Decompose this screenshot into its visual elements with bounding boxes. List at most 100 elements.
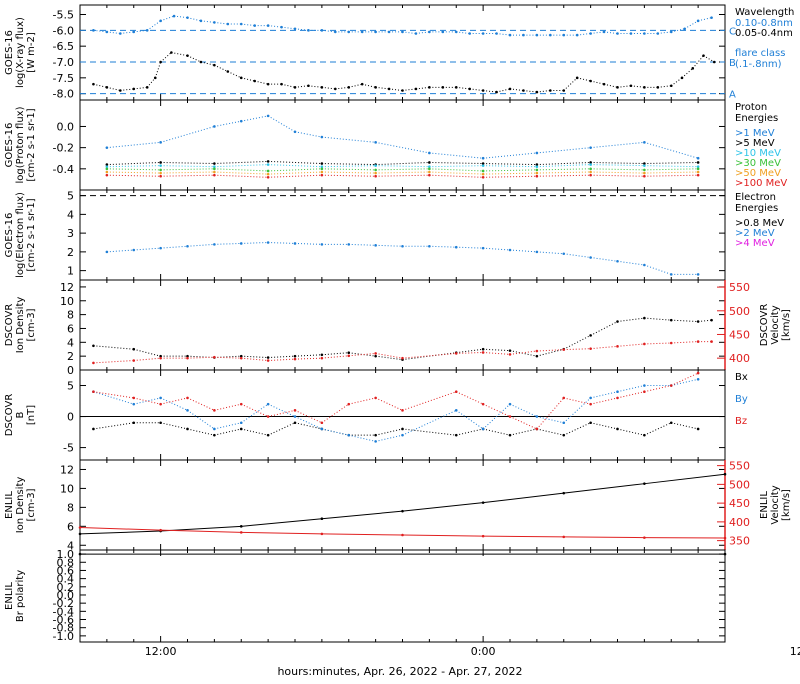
y2-tick-label: 450 [729,497,750,510]
y-tick-label: 8 [67,501,74,514]
y-tick-label: -5.5 [53,9,74,22]
data-point [697,428,700,431]
y-tick-label: -7.5 [53,72,74,85]
data-point [710,340,713,343]
y-tick-label: 1 [67,265,74,278]
y-tick-label: 10 [60,482,74,495]
data-point [724,473,727,476]
y-tick-label: -0.4 [53,163,74,176]
y-axis-label: DSCOVR [4,394,15,437]
y-axis-label: log(Proton flux) [15,106,26,183]
data-point [697,168,700,171]
legend-entry: Bx [735,372,748,383]
legend-title: Electron [735,192,776,203]
y2-axis-label: DSCOVR [759,304,770,347]
y2-tick-label: 550 [729,281,750,294]
x-tick-label: 12:00 [145,645,177,658]
data-point [724,537,727,540]
legend-title: Energies [735,113,778,124]
y2-axis-label: ENLIL [759,491,770,519]
y-tick-label: 2 [67,350,74,363]
y-axis-label: Ion Density [15,477,26,534]
y-axis-label: DSCOVR [4,304,15,347]
y-tick-label: 10 [60,295,74,308]
y-tick-label: -1.0 [53,630,74,643]
x-tick-label: 0:00 [471,645,496,658]
data-point [713,61,716,64]
legend-title: Wavelength [735,7,794,18]
y-axis-label: Br polarity [15,570,26,622]
y2-axis-label: Velocity [770,305,781,344]
y-tick-label: 6 [67,520,74,533]
y-tick-label: 12 [60,463,74,476]
y-tick-label: -5 [63,442,74,455]
legend-title: Energies [735,203,778,214]
y-axis-label: [cm-2 s-1 sr-1] [26,198,37,271]
data-point [697,372,700,375]
y-tick-label: 2 [67,246,74,259]
data-point [146,29,149,32]
y-tick-label: 4 [67,336,74,349]
data-point [697,378,700,381]
y-tick-label: -6.5 [53,40,74,53]
y-axis-label: GOES-16 [4,30,15,75]
y-axis-label: [cm-2 s-1 sr-1] [26,108,37,181]
x-axis-footer-label: hours:minutes, Apr. 26, 2022 - Apr. 27, … [277,665,522,678]
legend-entry: >100 MeV [735,178,787,189]
y-tick-label: -0.2 [53,142,74,155]
y-axis-label: [cm-3] [26,488,37,521]
y-axis-label: log(Electron flux) [15,192,26,278]
y-axis-label: [cm-3] [26,308,37,341]
y-axis-label: log(X-ray flux) [15,17,26,88]
y-tick-label: 5 [67,380,74,393]
data-point [710,16,713,19]
y-axis-label: ENLIL [4,582,15,610]
data-point [697,171,700,174]
legend-entry: 0.05-0.4nm [735,28,793,39]
y-tick-label: 0 [67,411,74,424]
y2-tick-label: 450 [729,328,750,341]
y-tick-label: -8.0 [53,88,74,101]
data-point [697,273,700,276]
y-tick-label: 5 [67,190,74,203]
data-point [710,319,713,322]
y2-tick-label: 500 [729,478,750,491]
y-axis-label: B [15,411,26,418]
y-tick-label: 12 [60,281,74,294]
y-axis-label: [W m-2] [26,32,37,73]
y2-tick-label: 550 [729,460,750,473]
y2-axis-label: [km/s] [781,489,792,521]
y-axis-label: ENLIL [4,491,15,519]
y-tick-label: 4 [67,208,74,221]
y-tick-label: 6 [67,322,74,335]
y-tick-label: 3 [67,227,74,240]
y-tick-label: -7.0 [53,56,74,69]
y2-tick-label: 400 [729,516,750,529]
data-point [724,553,727,556]
data-point [697,174,700,177]
y-axis-label: GOES-16 [4,123,15,168]
y2-tick-label: 350 [729,535,750,548]
legend-extra: (.1-.8nm) [735,59,782,70]
legend-entry: >4 MeV [735,238,775,249]
y2-axis-label: [km/s] [781,309,792,341]
y2-tick-label: 500 [729,305,750,318]
legend-extra: flare class [735,48,785,59]
y-axis-label: Ion Density [15,297,26,354]
y-axis-label: GOES-16 [4,213,15,258]
y-axis-label: [nT] [26,405,37,425]
data-point [697,157,700,160]
y-tick-label: -6.0 [53,24,74,37]
flare-class-label: A [729,90,736,101]
legend-entry: Bz [735,416,747,427]
legend-entry: By [735,394,748,405]
y2-axis-label: Velocity [770,485,781,524]
y2-tick-label: 400 [729,352,750,365]
data-point [697,161,700,164]
y-tick-label: 0.0 [57,120,75,133]
x-tick-label: 12:00 [790,645,800,658]
legend-title: Proton [735,102,767,113]
